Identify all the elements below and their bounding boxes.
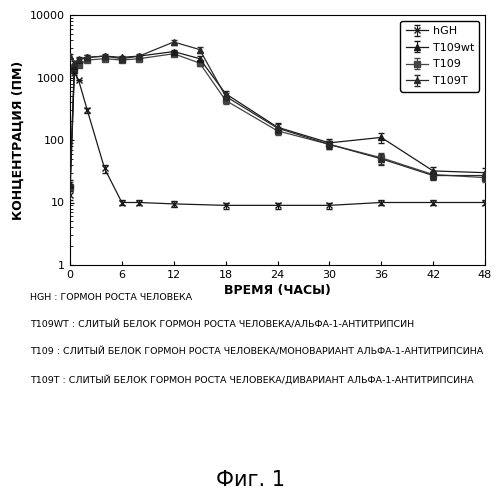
Y-axis label: КОНЦЕНТРАЦИЯ (ПМ): КОНЦЕНТРАЦИЯ (ПМ) <box>12 60 24 220</box>
Text: T109T : СЛИТЫЙ БЕЛОК ГОРМОН РОСТА ЧЕЛОВЕКА/ДИВАРИАНТ АЛЬФА-1-АНТИТРИПСИНА: T109T : СЛИТЫЙ БЕЛОК ГОРМОН РОСТА ЧЕЛОВЕ… <box>30 375 474 385</box>
Text: HGH : ГОРМОН РОСТА ЧЕЛОВЕКА: HGH : ГОРМОН РОСТА ЧЕЛОВЕКА <box>30 292 192 302</box>
Text: T109WT : СЛИТЫЙ БЕЛОК ГОРМОН РОСТА ЧЕЛОВЕКА/АЛЬФА-1-АНТИТРИПСИН: T109WT : СЛИТЫЙ БЕЛОК ГОРМОН РОСТА ЧЕЛОВ… <box>30 320 414 329</box>
X-axis label: ВРЕМЯ (ЧАСЫ): ВРЕМЯ (ЧАСЫ) <box>224 284 331 297</box>
Text: T109 : СЛИТЫЙ БЕЛОК ГОРМОН РОСТА ЧЕЛОВЕКА/МОНОВАРИАНТ АЛЬФА-1-АНТИТРИПСИНА: T109 : СЛИТЫЙ БЕЛОК ГОРМОН РОСТА ЧЕЛОВЕК… <box>30 348 483 356</box>
Legend: hGH, T109wt, T109, T109T: hGH, T109wt, T109, T109T <box>400 20 479 92</box>
Text: Фиг. 1: Фиг. 1 <box>216 470 284 490</box>
